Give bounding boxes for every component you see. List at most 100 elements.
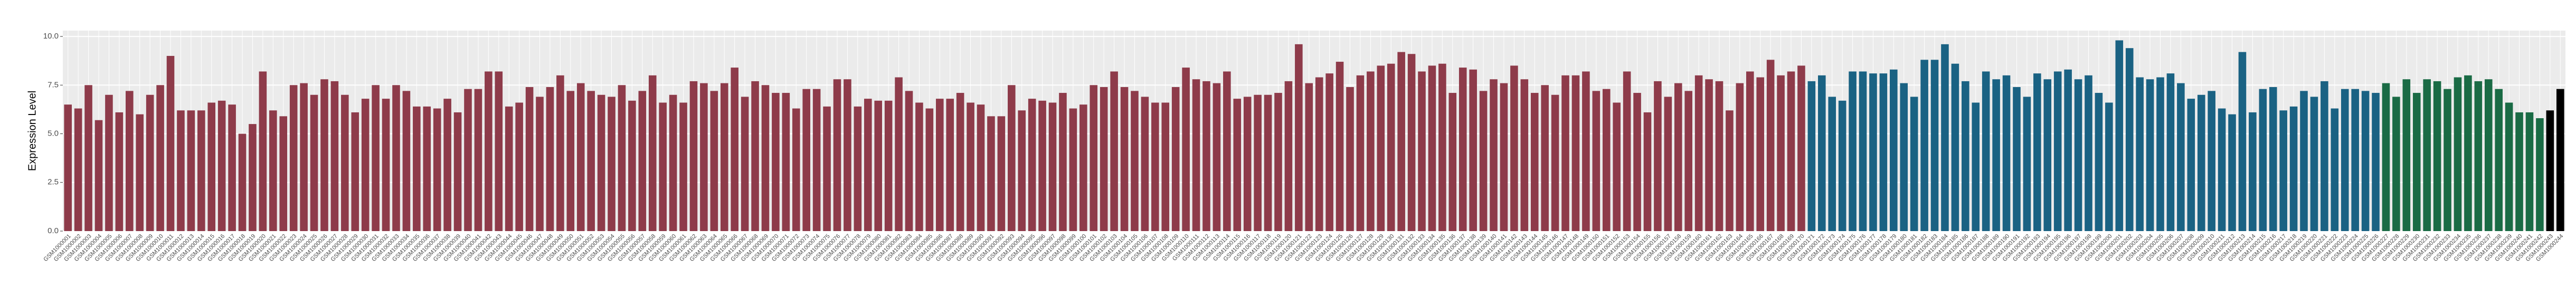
bar: [351, 112, 359, 231]
bar: [2525, 112, 2534, 231]
bar: [464, 89, 472, 231]
bar: [1100, 87, 1108, 231]
bar: [536, 97, 544, 231]
bar: [1654, 81, 1662, 231]
bar: [1479, 91, 1488, 231]
bar: [576, 83, 585, 232]
bar: [1705, 79, 1713, 231]
bar: [1008, 85, 1016, 231]
bar: [2095, 93, 2103, 231]
bar: [2074, 79, 2082, 231]
bar: [2392, 97, 2400, 231]
bar: [1448, 93, 1457, 231]
bar: [136, 114, 144, 231]
bar: [423, 106, 431, 231]
bar: [761, 85, 770, 231]
bar: [2269, 87, 2277, 231]
bar: [659, 102, 667, 231]
bar: [2331, 108, 2339, 231]
bar: [1930, 60, 1939, 231]
bar: [525, 87, 534, 231]
bar: [925, 108, 934, 231]
bar: [1736, 83, 1744, 232]
bar: [2238, 52, 2247, 232]
bar: [1377, 65, 1385, 231]
bar: [94, 120, 103, 231]
bar: [946, 99, 954, 231]
bar: [433, 108, 441, 231]
bar: [2505, 102, 2513, 231]
bar: [1664, 97, 1672, 231]
bar: [2423, 79, 2431, 231]
bar: [1090, 85, 1098, 231]
bar: [2536, 118, 2544, 231]
y-tick-label: 2.5: [48, 178, 59, 187]
y-axis-title: Expression Level: [26, 91, 38, 171]
bar: [2146, 79, 2154, 231]
bar: [2402, 79, 2411, 231]
bar: [249, 124, 257, 231]
bar: [115, 112, 124, 231]
bar: [300, 83, 308, 232]
bar: [64, 104, 72, 231]
bar: [1941, 44, 1949, 231]
bar: [1582, 71, 1590, 232]
bar: [1828, 97, 1836, 231]
bar: [2228, 114, 2236, 231]
bar: [1962, 81, 1969, 231]
bar: [720, 83, 728, 232]
bar: [546, 87, 554, 231]
bar: [905, 91, 913, 231]
bar: [341, 94, 349, 232]
bar: [197, 110, 205, 231]
y-tick-label: 7.5: [48, 80, 59, 89]
bar: [2556, 89, 2564, 231]
bar: [84, 85, 92, 231]
bar: [1900, 83, 1908, 232]
bar: [2300, 91, 2308, 231]
bar: [648, 75, 657, 231]
bar: [2197, 94, 2205, 232]
bar: [1561, 75, 1569, 231]
bar: [1726, 110, 1734, 231]
bar: [2495, 89, 2503, 231]
bar: [1633, 93, 1641, 231]
bar: [1356, 75, 1365, 231]
bar: [1613, 102, 1621, 231]
bar: [987, 116, 995, 231]
bar: [2043, 79, 2052, 231]
bar: [741, 97, 749, 231]
bar: [2249, 112, 2257, 231]
bar: [1766, 60, 1775, 231]
bar: [217, 100, 226, 231]
bar: [1038, 100, 1046, 231]
bar: [1510, 65, 1518, 231]
bar: [1192, 79, 1200, 231]
bar: [413, 106, 421, 231]
bar: [1756, 77, 1765, 231]
bar: [936, 99, 944, 231]
bar: [1131, 91, 1139, 231]
bar: [1541, 85, 1549, 231]
bar: [772, 93, 780, 231]
bar: [279, 116, 288, 231]
bar: [269, 110, 277, 231]
bar: [2259, 89, 2267, 231]
bar: [2156, 77, 2164, 231]
bar: [1818, 75, 1826, 231]
bar: [669, 94, 677, 232]
bar: [782, 93, 790, 231]
bar: [1746, 71, 1754, 232]
bar: [1387, 63, 1395, 231]
bar: [1438, 63, 1446, 231]
bar: [2321, 81, 2328, 231]
bar: [802, 89, 810, 231]
bar: [1643, 112, 1652, 231]
bar: [597, 94, 605, 232]
bar: [1418, 71, 1426, 232]
bar: [1202, 81, 1210, 231]
bar: [2361, 91, 2370, 231]
bar: [2023, 97, 2031, 231]
bar: [792, 108, 800, 231]
bar: [2125, 48, 2134, 231]
